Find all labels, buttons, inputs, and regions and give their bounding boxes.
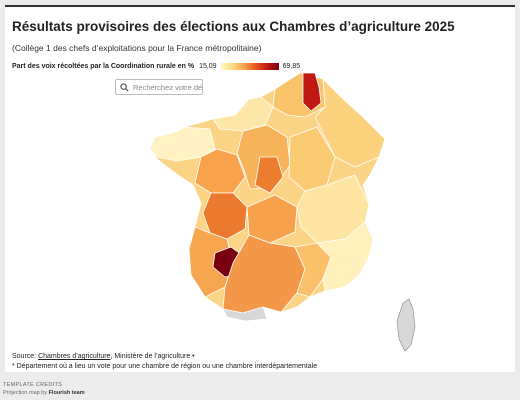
legend-title: Part des voix récoltées par la Coordinat… [12, 62, 195, 70]
search-box[interactable] [115, 79, 203, 95]
corsica[interactable] [396, 298, 416, 352]
subtitle: (Collège 1 des chefs d’exploitations pou… [12, 43, 262, 53]
source: Source: Chambres d’agriculture, Ministèr… [12, 353, 195, 360]
credits-line: Projection map by Flourish team [3, 389, 85, 397]
search-input[interactable] [133, 82, 202, 92]
region-normandy[interactable] [212, 96, 274, 132]
region-poitou[interactable] [202, 192, 248, 240]
france-map[interactable] [5, 7, 515, 374]
footnote: * Département où a lieu un vote pour une… [12, 363, 318, 370]
region-east[interactable] [314, 77, 386, 168]
region-pyrenees-grey[interactable] [222, 306, 268, 322]
credits-team[interactable]: Flourish team [48, 390, 85, 396]
source-label: Source: [12, 353, 37, 360]
region-midi-pyrenees[interactable] [222, 234, 306, 314]
source-rest: , Ministère de l’agriculture • [110, 353, 195, 360]
region-aisne-darkred[interactable] [302, 72, 322, 112]
region-centre-orange[interactable] [254, 156, 284, 194]
region-provence[interactable] [316, 221, 374, 292]
legend-min: 15,09 [199, 62, 217, 70]
source-link[interactable]: Chambres d’agriculture [38, 353, 111, 360]
credits-label: Template credits [3, 382, 63, 388]
legend-color-scale [220, 62, 279, 70]
search-icon [120, 82, 129, 92]
credits-text: Projection map by [3, 390, 48, 396]
legend: Part des voix récoltées par la Coordinat… [12, 59, 300, 73]
legend-max: 69,85 [282, 62, 301, 70]
page-title: Résultats provisoires des élections aux … [12, 19, 455, 34]
template-credits: Template credits Projection map by Flour… [3, 381, 85, 397]
region-loire[interactable] [194, 148, 246, 194]
chart-card: Résultats provisoires des élections aux … [5, 5, 515, 372]
region-brittany[interactable] [149, 126, 216, 162]
